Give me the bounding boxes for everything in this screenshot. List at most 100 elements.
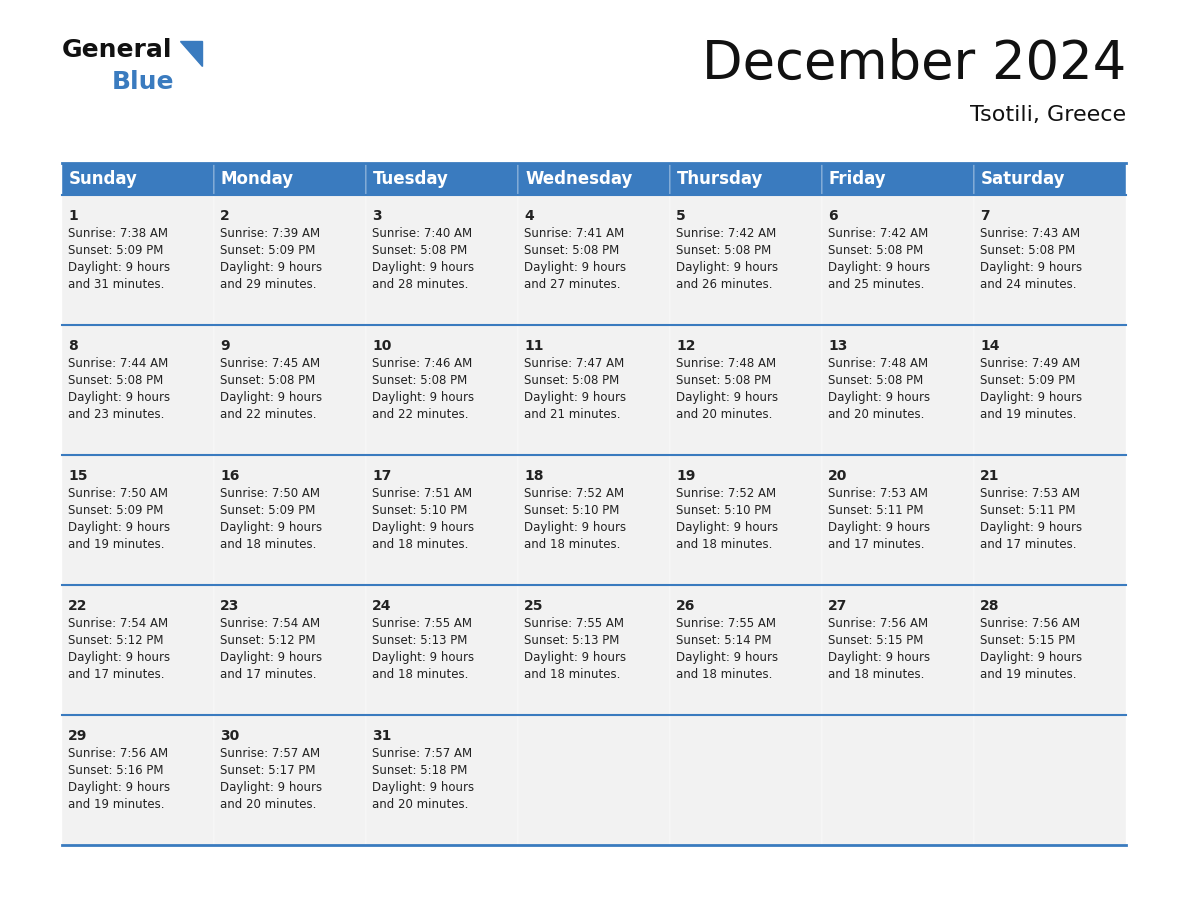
Text: Daylight: 9 hours: Daylight: 9 hours bbox=[676, 651, 778, 664]
Text: Sunrise: 7:45 AM: Sunrise: 7:45 AM bbox=[220, 357, 320, 370]
Text: Sunset: 5:09 PM: Sunset: 5:09 PM bbox=[68, 244, 164, 257]
Text: and 17 minutes.: and 17 minutes. bbox=[980, 538, 1076, 551]
Bar bbox=[62, 715, 214, 845]
Text: Sunrise: 7:54 AM: Sunrise: 7:54 AM bbox=[220, 617, 320, 630]
Text: 7: 7 bbox=[980, 209, 990, 223]
Text: Tuesday: Tuesday bbox=[373, 170, 449, 188]
Text: Sunrise: 7:56 AM: Sunrise: 7:56 AM bbox=[828, 617, 928, 630]
Text: and 18 minutes.: and 18 minutes. bbox=[372, 668, 468, 681]
Bar bbox=[62, 585, 214, 715]
Text: Daylight: 9 hours: Daylight: 9 hours bbox=[220, 781, 322, 794]
Bar bbox=[822, 455, 974, 585]
Text: Daylight: 9 hours: Daylight: 9 hours bbox=[220, 521, 322, 534]
Bar bbox=[62, 325, 214, 455]
Bar bbox=[518, 325, 670, 455]
Text: Sunset: 5:11 PM: Sunset: 5:11 PM bbox=[828, 504, 923, 517]
Text: and 26 minutes.: and 26 minutes. bbox=[676, 278, 772, 291]
Text: Sunset: 5:08 PM: Sunset: 5:08 PM bbox=[68, 374, 163, 387]
Bar bbox=[214, 163, 366, 195]
Text: and 19 minutes.: and 19 minutes. bbox=[980, 408, 1076, 421]
Text: 17: 17 bbox=[372, 469, 391, 483]
Text: Sunset: 5:12 PM: Sunset: 5:12 PM bbox=[68, 634, 164, 647]
Text: Sunrise: 7:38 AM: Sunrise: 7:38 AM bbox=[68, 227, 168, 240]
Text: Sunrise: 7:54 AM: Sunrise: 7:54 AM bbox=[68, 617, 169, 630]
Text: Sunset: 5:09 PM: Sunset: 5:09 PM bbox=[220, 504, 315, 517]
Bar bbox=[670, 455, 822, 585]
Text: Sunrise: 7:53 AM: Sunrise: 7:53 AM bbox=[980, 487, 1080, 500]
Bar bbox=[670, 195, 822, 325]
Text: and 22 minutes.: and 22 minutes. bbox=[220, 408, 316, 421]
Text: December 2024: December 2024 bbox=[702, 38, 1126, 90]
Text: 25: 25 bbox=[524, 599, 543, 613]
Text: Daylight: 9 hours: Daylight: 9 hours bbox=[828, 521, 930, 534]
Bar bbox=[62, 455, 214, 585]
Text: 8: 8 bbox=[68, 339, 77, 353]
Bar bbox=[366, 163, 518, 195]
Text: Sunset: 5:09 PM: Sunset: 5:09 PM bbox=[980, 374, 1075, 387]
Text: and 23 minutes.: and 23 minutes. bbox=[68, 408, 164, 421]
Text: Saturday: Saturday bbox=[981, 170, 1066, 188]
Text: Daylight: 9 hours: Daylight: 9 hours bbox=[372, 521, 474, 534]
Text: 3: 3 bbox=[372, 209, 381, 223]
Text: and 25 minutes.: and 25 minutes. bbox=[828, 278, 924, 291]
Text: Daylight: 9 hours: Daylight: 9 hours bbox=[68, 391, 170, 404]
Bar bbox=[518, 585, 670, 715]
Bar bbox=[214, 325, 366, 455]
Text: and 18 minutes.: and 18 minutes. bbox=[828, 668, 924, 681]
Bar bbox=[974, 585, 1126, 715]
Bar bbox=[518, 163, 670, 195]
Text: Daylight: 9 hours: Daylight: 9 hours bbox=[980, 521, 1082, 534]
Text: Sunset: 5:08 PM: Sunset: 5:08 PM bbox=[372, 244, 467, 257]
Text: Thursday: Thursday bbox=[677, 170, 764, 188]
Text: Sunrise: 7:48 AM: Sunrise: 7:48 AM bbox=[828, 357, 928, 370]
Text: Sunrise: 7:57 AM: Sunrise: 7:57 AM bbox=[372, 747, 472, 760]
Bar bbox=[822, 325, 974, 455]
Bar bbox=[822, 195, 974, 325]
Text: and 20 minutes.: and 20 minutes. bbox=[372, 798, 468, 811]
Text: Sunrise: 7:56 AM: Sunrise: 7:56 AM bbox=[980, 617, 1080, 630]
Bar bbox=[214, 585, 366, 715]
Text: 31: 31 bbox=[372, 729, 391, 743]
Text: 5: 5 bbox=[676, 209, 685, 223]
Text: 20: 20 bbox=[828, 469, 847, 483]
Text: and 17 minutes.: and 17 minutes. bbox=[220, 668, 316, 681]
Text: Sunset: 5:10 PM: Sunset: 5:10 PM bbox=[676, 504, 771, 517]
Text: Sunset: 5:08 PM: Sunset: 5:08 PM bbox=[828, 374, 923, 387]
Bar bbox=[366, 455, 518, 585]
Text: 6: 6 bbox=[828, 209, 838, 223]
Bar bbox=[214, 195, 366, 325]
Bar bbox=[670, 715, 822, 845]
Text: Daylight: 9 hours: Daylight: 9 hours bbox=[828, 391, 930, 404]
Bar bbox=[518, 715, 670, 845]
Text: and 24 minutes.: and 24 minutes. bbox=[980, 278, 1076, 291]
Text: Friday: Friday bbox=[829, 170, 886, 188]
Text: Sunset: 5:08 PM: Sunset: 5:08 PM bbox=[524, 244, 619, 257]
Text: Sunday: Sunday bbox=[69, 170, 138, 188]
Text: Daylight: 9 hours: Daylight: 9 hours bbox=[980, 391, 1082, 404]
Text: Sunset: 5:14 PM: Sunset: 5:14 PM bbox=[676, 634, 771, 647]
Text: and 20 minutes.: and 20 minutes. bbox=[828, 408, 924, 421]
Text: and 18 minutes.: and 18 minutes. bbox=[372, 538, 468, 551]
Text: Sunrise: 7:43 AM: Sunrise: 7:43 AM bbox=[980, 227, 1080, 240]
Text: 21: 21 bbox=[980, 469, 999, 483]
Text: Daylight: 9 hours: Daylight: 9 hours bbox=[676, 521, 778, 534]
Text: Sunrise: 7:41 AM: Sunrise: 7:41 AM bbox=[524, 227, 624, 240]
Text: Sunrise: 7:56 AM: Sunrise: 7:56 AM bbox=[68, 747, 169, 760]
Text: 12: 12 bbox=[676, 339, 695, 353]
Text: and 29 minutes.: and 29 minutes. bbox=[220, 278, 316, 291]
Text: Sunrise: 7:52 AM: Sunrise: 7:52 AM bbox=[524, 487, 624, 500]
Text: and 19 minutes.: and 19 minutes. bbox=[68, 798, 164, 811]
Text: Sunset: 5:10 PM: Sunset: 5:10 PM bbox=[524, 504, 619, 517]
Text: Sunrise: 7:52 AM: Sunrise: 7:52 AM bbox=[676, 487, 776, 500]
Text: 18: 18 bbox=[524, 469, 543, 483]
Text: Daylight: 9 hours: Daylight: 9 hours bbox=[372, 651, 474, 664]
Text: Sunset: 5:08 PM: Sunset: 5:08 PM bbox=[372, 374, 467, 387]
Text: and 18 minutes.: and 18 minutes. bbox=[524, 668, 620, 681]
Text: and 19 minutes.: and 19 minutes. bbox=[980, 668, 1076, 681]
Text: and 17 minutes.: and 17 minutes. bbox=[68, 668, 164, 681]
Text: and 18 minutes.: and 18 minutes. bbox=[524, 538, 620, 551]
Bar bbox=[366, 715, 518, 845]
Text: 11: 11 bbox=[524, 339, 543, 353]
Bar bbox=[214, 715, 366, 845]
Text: 27: 27 bbox=[828, 599, 847, 613]
